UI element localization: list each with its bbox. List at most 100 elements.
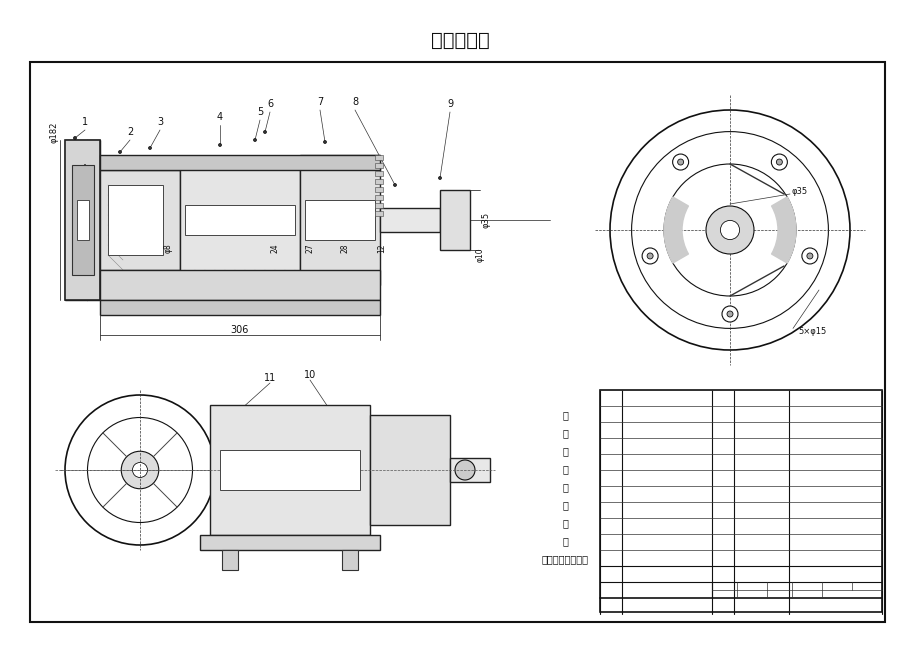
Text: 24: 24: [270, 243, 279, 253]
Circle shape: [677, 159, 683, 165]
Circle shape: [323, 141, 326, 143]
Text: 懂: 懂: [562, 464, 567, 474]
Text: 1: 1: [82, 117, 88, 127]
Circle shape: [726, 311, 732, 317]
Circle shape: [721, 306, 737, 322]
Circle shape: [263, 130, 267, 133]
Text: 双头螺柱 GB/T898: 双头螺柱 GB/T898: [637, 409, 696, 419]
Text: 序号: 序号: [606, 570, 616, 579]
Bar: [180, 160, 300, 280]
Circle shape: [641, 248, 657, 264]
Circle shape: [132, 462, 147, 477]
Text: 的: 的: [562, 410, 567, 420]
Text: 45: 45: [754, 505, 766, 514]
Text: 托     架: 托 架: [654, 538, 678, 546]
Bar: [375, 155, 382, 160]
Text: φ35: φ35: [791, 187, 807, 197]
Circle shape: [801, 248, 817, 264]
Text: 1: 1: [720, 490, 725, 499]
Bar: [100, 270, 380, 300]
Circle shape: [455, 460, 474, 480]
Text: 10: 10: [605, 409, 616, 419]
Circle shape: [219, 143, 221, 146]
Circle shape: [776, 159, 781, 165]
Text: M20: M20: [824, 426, 842, 434]
Circle shape: [121, 451, 159, 489]
Text: 传动机构: 传动机构: [637, 590, 674, 605]
Bar: [65, 140, 100, 300]
Text: φ35: φ35: [482, 212, 491, 228]
Text: 带     轮: 带 轮: [654, 553, 678, 562]
Text: 2: 2: [720, 441, 725, 450]
Circle shape: [254, 139, 256, 141]
Text: 1: 1: [720, 458, 725, 467]
Text: 型号: 型号: [719, 590, 728, 598]
Text: 第: 第: [831, 581, 835, 590]
Text: 齿     轮: 齿 轮: [654, 458, 678, 467]
Text: 8: 8: [352, 97, 357, 107]
Text: 6: 6: [607, 473, 613, 482]
Text: 螺母 GB/T 6170: 螺母 GB/T 6170: [638, 426, 695, 434]
Text: 阅: 阅: [562, 518, 567, 528]
Circle shape: [438, 176, 441, 180]
Text: 名     称: 名 称: [654, 570, 678, 579]
Circle shape: [806, 253, 812, 259]
Bar: [72, 165, 94, 275]
Bar: [300, 155, 380, 285]
Text: 2: 2: [720, 393, 725, 402]
Text: m=4,z=30: m=4,z=30: [811, 458, 856, 467]
Bar: [185, 205, 295, 235]
Bar: [375, 211, 382, 216]
Text: 1: 1: [720, 473, 725, 482]
Text: 起: 起: [562, 446, 567, 456]
Text: 2: 2: [720, 426, 725, 434]
Text: 27: 27: [305, 243, 314, 253]
Circle shape: [74, 137, 76, 139]
Circle shape: [65, 395, 215, 545]
Text: 比例: 比例: [719, 581, 728, 590]
Text: 3: 3: [607, 521, 613, 531]
Bar: [100, 300, 380, 315]
Circle shape: [393, 184, 396, 186]
Text: 张: 张: [861, 581, 866, 590]
Text: 衬     套: 衬 套: [654, 521, 678, 531]
Text: 5×φ15: 5×φ15: [797, 327, 825, 337]
Circle shape: [720, 221, 739, 240]
Text: 填料压盖: 填料压盖: [656, 490, 676, 499]
Text: 1: 1: [607, 553, 613, 562]
Wedge shape: [664, 197, 687, 263]
Text: HT150: HT150: [746, 538, 774, 546]
Bar: [108, 185, 163, 255]
Text: 础: 础: [562, 482, 567, 492]
Bar: [77, 200, 89, 240]
Text: 填     料: 填 料: [654, 473, 678, 482]
Bar: [220, 450, 359, 490]
Circle shape: [711, 212, 747, 248]
Bar: [342, 550, 357, 570]
Text: 螺母 GB/T 6170: 螺母 GB/T 6170: [638, 393, 695, 402]
Bar: [100, 170, 180, 270]
Text: HT200: HT200: [746, 553, 774, 562]
Text: 作品装配图: 作品装配图: [430, 31, 489, 49]
Text: φ8: φ8: [164, 243, 173, 253]
Text: 3: 3: [157, 117, 163, 127]
Text: 垫 GB/T 1096: 垫 GB/T 1096: [641, 441, 692, 450]
Text: 2: 2: [127, 127, 133, 137]
Bar: [369, 415, 449, 525]
Bar: [210, 405, 369, 535]
Text: 数量: 数量: [717, 570, 727, 579]
Bar: [199, 535, 380, 550]
Text: 5: 5: [256, 107, 263, 117]
Bar: [100, 155, 380, 170]
Text: 11: 11: [264, 373, 276, 383]
Text: 11: 11: [605, 393, 616, 402]
Text: 1: 1: [720, 553, 725, 562]
Bar: [65, 140, 100, 300]
Bar: [30, 62, 884, 622]
Text: 8: 8: [607, 441, 613, 450]
Circle shape: [705, 206, 754, 254]
Circle shape: [119, 150, 121, 154]
Wedge shape: [771, 197, 795, 263]
Polygon shape: [65, 140, 100, 300]
Text: 备注: 备注: [828, 570, 838, 579]
